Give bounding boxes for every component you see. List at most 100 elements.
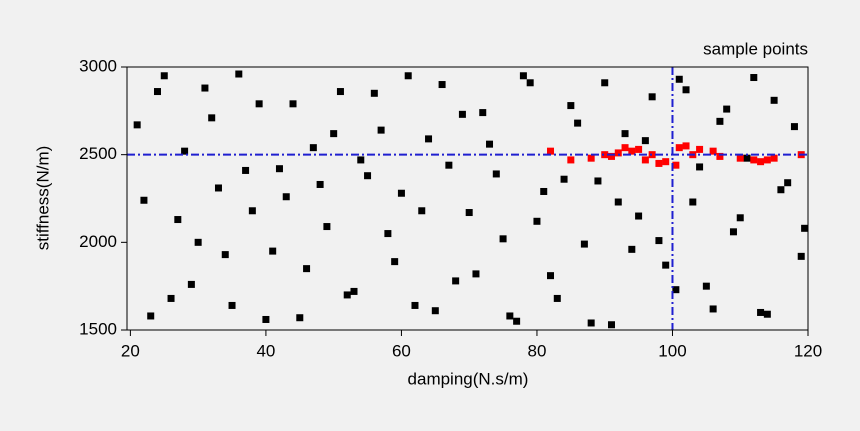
point [275,165,283,173]
x-tick-label: 20 [121,341,140,360]
y-tick-label: 3000 [79,56,117,75]
point [499,235,507,243]
point [682,142,690,150]
x-tick-label: 120 [794,341,822,360]
point [167,294,175,302]
point [350,287,358,295]
point [736,214,744,222]
point [587,154,595,162]
point [269,247,277,255]
point [648,151,656,159]
point [763,156,771,164]
point [425,135,433,143]
point [770,96,778,104]
point [723,105,731,113]
point [628,147,636,155]
annotation: sample points [703,39,808,58]
point [790,123,798,131]
point [282,193,290,201]
point [607,152,615,160]
point [303,265,311,273]
point [533,217,541,225]
point [404,72,412,80]
point [452,277,460,285]
point [248,207,256,215]
point [743,154,751,162]
point [797,252,805,260]
point [736,154,744,162]
point [336,88,344,96]
point [174,216,182,224]
point [147,312,155,320]
point [242,166,250,174]
point [133,121,141,129]
point [696,163,704,171]
point [777,186,785,194]
point [614,149,622,157]
point [607,321,615,329]
point [323,223,331,231]
point [391,258,399,266]
point [411,301,419,309]
point [763,310,771,318]
point [750,156,758,164]
point [479,109,487,117]
point [553,294,561,302]
point [418,207,426,215]
point [214,184,222,192]
y-tick-label: 2500 [79,144,117,163]
point [662,261,670,269]
point [716,152,724,160]
point [614,198,622,206]
point [262,315,270,323]
point [445,161,453,169]
y-tick-label: 2000 [79,232,117,251]
point [601,151,609,159]
point [662,158,670,166]
point [431,307,439,315]
point [655,237,663,245]
point [519,72,527,80]
point [648,93,656,101]
point [635,212,643,220]
point [140,196,148,204]
point [235,70,243,78]
point [628,245,636,253]
point [709,147,717,155]
x-tick-label: 40 [256,341,275,360]
point [513,317,521,325]
x-tick-label: 100 [658,341,686,360]
point [757,308,765,316]
point [641,137,649,145]
point [547,272,555,280]
point [757,158,765,166]
point [397,189,405,197]
point [194,238,202,246]
point [594,177,602,185]
point [547,147,555,155]
point [343,291,351,299]
point [181,147,189,155]
plot-frame [126,66,809,331]
point [289,100,297,108]
point [689,198,697,206]
point [672,161,680,169]
point [472,270,480,278]
y-axis-label: stiffness(N/m) [33,146,52,251]
point [438,81,446,89]
point [384,230,392,238]
point [770,154,778,162]
point [506,312,514,320]
point [567,156,575,164]
point [377,126,385,134]
x-tick-label: 60 [392,341,411,360]
point [621,130,629,138]
x-tick-label: 80 [527,341,546,360]
point [641,156,649,164]
point [208,114,216,122]
point [316,180,324,188]
point [675,75,683,83]
point [296,314,304,322]
point [458,110,466,118]
